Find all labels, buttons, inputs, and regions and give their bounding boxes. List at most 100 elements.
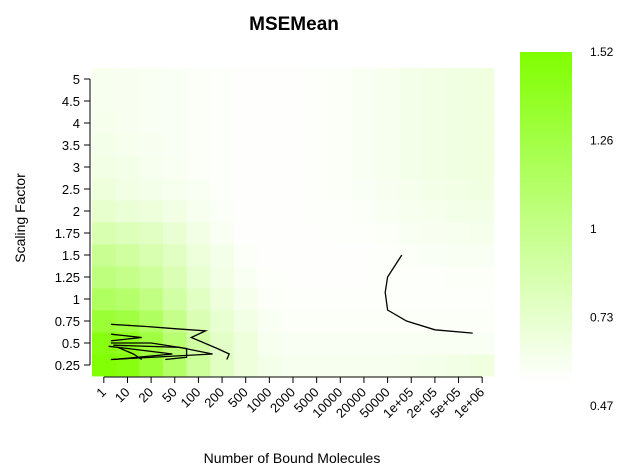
heatmap-cell (352, 90, 377, 113)
heatmap-cell (257, 200, 282, 223)
heatmap-cell (328, 90, 353, 113)
heatmap-cell (210, 134, 235, 157)
heatmap-cell (328, 222, 353, 245)
heatmap-cell (115, 112, 140, 135)
heatmap-cell (399, 90, 424, 113)
heatmap-cell (281, 178, 306, 201)
y-tick-label: 4 (73, 116, 80, 131)
heatmap-cell (470, 288, 495, 311)
colorbar-labels: 1.52 1.26 1 0.73 0.47 (590, 45, 614, 413)
heatmap-cell (375, 156, 400, 179)
heatmap-cell (233, 354, 258, 377)
heatmap-cell (92, 332, 117, 355)
chart-title: MSEMean (249, 14, 339, 35)
heatmap-cell (115, 90, 140, 113)
x-axis: 1 10 20 50100200500100020005000100002000050… (93, 376, 487, 421)
heatmap-cell (115, 134, 140, 157)
y-tick-label: 2.5 (62, 182, 80, 197)
heatmap-cell (399, 134, 424, 157)
heatmap-cell (446, 332, 471, 355)
contour-line (110, 344, 213, 361)
heatmap-cell (304, 68, 329, 91)
heatmap-cell (257, 68, 282, 91)
heatmap-cell (210, 244, 235, 267)
heatmap-cell (399, 244, 424, 267)
y-tick-label: 1 (73, 292, 80, 307)
heatmap-cell (352, 200, 377, 223)
heatmap-cell (233, 90, 258, 113)
heatmap-cell (210, 200, 235, 223)
heatmap-cell (257, 288, 282, 311)
heatmap-cell (304, 134, 329, 157)
heatmap-cell (328, 244, 353, 267)
heatmap-cell (304, 178, 329, 201)
heatmap-cell (139, 200, 164, 223)
heatmap-cell (423, 332, 448, 355)
heatmap-cell (257, 354, 282, 377)
heatmap-cell (304, 90, 329, 113)
heatmap-cell (210, 332, 235, 355)
heatmap-cell (233, 178, 258, 201)
y-axis-label: Scaling Factor (12, 173, 28, 263)
heatmap-cell (375, 222, 400, 245)
x-axis-label: Number of Bound Molecules (204, 450, 381, 466)
heatmap-cell (257, 112, 282, 135)
heatmap-cell (470, 222, 495, 245)
heatmap-cell (186, 354, 211, 377)
heatmap-cell (352, 288, 377, 311)
heatmap-cell (92, 90, 117, 113)
heatmap-cell (446, 266, 471, 289)
heatmap-cell (92, 200, 117, 223)
heatmap-cell (186, 134, 211, 157)
heatmap-cell (281, 90, 306, 113)
heatmap-cell (257, 90, 282, 113)
y-tick-label: 0.5 (62, 336, 80, 351)
heatmap-cell (186, 90, 211, 113)
heatmap-cell (328, 134, 353, 157)
heatmap-cell (352, 222, 377, 245)
heatmap-cell (375, 244, 400, 267)
heatmap-cell (375, 200, 400, 223)
heatmap-cell (186, 266, 211, 289)
heatmap-cell (446, 200, 471, 223)
heatmap-cell (304, 244, 329, 267)
heatmap-cell (423, 90, 448, 113)
heatmap-cell (210, 354, 235, 377)
heatmap-cell (375, 68, 400, 91)
heatmap-cell (257, 134, 282, 157)
heatmap-cell (281, 244, 306, 267)
colorbar-label: 1.52 (590, 45, 614, 59)
heatmap-cell (470, 266, 495, 289)
heatmap-cell (210, 156, 235, 179)
heatmap-cell (470, 310, 495, 333)
heatmap-cell (162, 288, 187, 311)
heatmap-cell (375, 134, 400, 157)
heatmap-cell (352, 112, 377, 135)
heatmap-cell (115, 244, 140, 267)
heatmap-cell (115, 310, 140, 333)
heatmap-cell (304, 332, 329, 355)
heatmap-cell (423, 354, 448, 377)
heatmap-cell (186, 222, 211, 245)
heatmap-cell (470, 90, 495, 113)
heatmap-cell (352, 134, 377, 157)
x-tick-label: 50 (159, 385, 180, 406)
heatmap-cell (375, 332, 400, 355)
heatmap-cell (186, 68, 211, 91)
heatmap-cell (257, 266, 282, 289)
heatmap-cell (446, 90, 471, 113)
heatmap-cell (139, 68, 164, 91)
heatmap-cell (233, 222, 258, 245)
heatmap-cell (399, 156, 424, 179)
heatmap-cell (115, 200, 140, 223)
heatmap-cell (139, 244, 164, 267)
y-tick-label: 1.25 (55, 270, 80, 285)
heatmap-cell (423, 222, 448, 245)
heatmap-cell (446, 310, 471, 333)
heatmap-cell (139, 266, 164, 289)
contour-lines (108, 254, 473, 361)
heatmap-cell (92, 68, 117, 91)
heatmap-cell (186, 178, 211, 201)
heatmap-cell (423, 288, 448, 311)
